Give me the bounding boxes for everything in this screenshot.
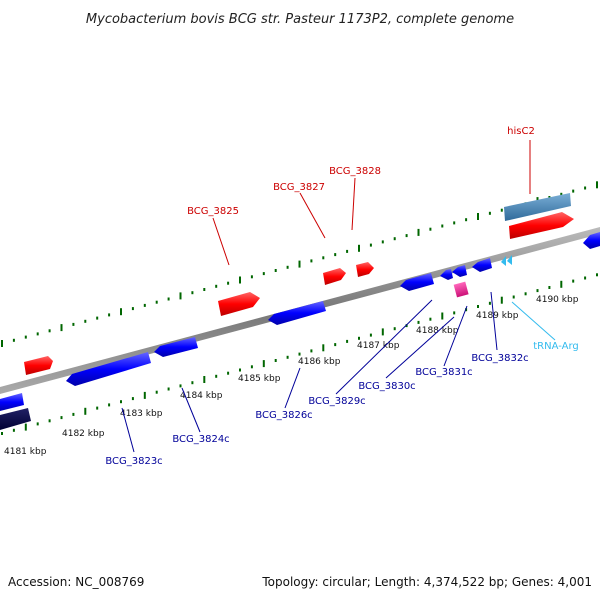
gene-bcg-3832c[interactable] bbox=[472, 258, 492, 272]
tick-label-4188: 4188 kbp bbox=[416, 326, 459, 336]
label-trna-arg: tRNA-Arg bbox=[533, 341, 578, 352]
reverse-tick-track bbox=[1, 273, 598, 435]
leader-bcg-3830c bbox=[385, 316, 455, 379]
label-bcg-3831c: BCG_3831c bbox=[415, 367, 472, 378]
leader-bcg-3829c bbox=[335, 299, 433, 395]
tick-label-4185: 4185 kbp bbox=[238, 374, 281, 384]
leader-bcg-3823c bbox=[121, 407, 135, 453]
tick-labels: 4181 kbp 4182 kbp 4183 kbp 4184 kbp 4185… bbox=[4, 295, 579, 457]
tick-label-4186: 4186 kbp bbox=[298, 357, 341, 367]
gene-forward[interactable] bbox=[24, 356, 53, 375]
gene-red-hisc2[interactable] bbox=[509, 212, 574, 239]
trna-arg-feature-b[interactable] bbox=[507, 255, 512, 265]
gene-reverse-edge[interactable] bbox=[0, 393, 24, 411]
leader-bcg-3826c bbox=[284, 367, 301, 409]
gene-bcg-3826c[interactable] bbox=[268, 301, 326, 325]
map-title: Mycobacterium bovis BCG str. Pasteur 117… bbox=[86, 12, 514, 27]
leader-trna-arg bbox=[511, 301, 556, 341]
label-bcg-3825: BCG_3825 bbox=[187, 206, 239, 217]
label-bcg-3823c: BCG_3823c bbox=[105, 456, 162, 467]
label-bcg-3829c: BCG_3829c bbox=[308, 396, 365, 407]
gene-bcg-3823c[interactable] bbox=[66, 352, 151, 386]
tick-label-4182: 4182 kbp bbox=[62, 429, 105, 439]
gene-hisc2[interactable] bbox=[504, 193, 571, 221]
label-bcg-3824c: BCG_3824c bbox=[172, 434, 229, 445]
tick-label-4181: 4181 kbp bbox=[4, 447, 47, 457]
accession-text: Accession: NC_008769 bbox=[8, 575, 144, 589]
gene-bcg-3828[interactable] bbox=[356, 262, 374, 277]
genome-summary-text: Topology: circular; Length: 4,374,522 bp… bbox=[261, 575, 592, 589]
gene-bcg-3829c[interactable] bbox=[400, 273, 434, 291]
label-hisc2: hisC2 bbox=[507, 126, 535, 137]
gene-bcg-3824c[interactable] bbox=[154, 337, 198, 357]
misc-feature[interactable] bbox=[453, 281, 469, 298]
gene-bcg-3830c[interactable] bbox=[440, 269, 453, 280]
gene-dark-edge[interactable] bbox=[0, 408, 31, 430]
tick-label-4190: 4190 kbp bbox=[536, 295, 579, 305]
gene-bcg-3825[interactable] bbox=[218, 292, 260, 316]
label-bcg-3826c: BCG_3826c bbox=[255, 410, 312, 421]
leader-bcg-3824c bbox=[181, 387, 201, 433]
leader-bcg-3828 bbox=[351, 177, 356, 231]
reverse-genes bbox=[0, 232, 600, 430]
tick-label-4189: 4189 kbp bbox=[476, 311, 519, 321]
label-bcg-3827: BCG_3827 bbox=[273, 182, 325, 193]
leader-bcg-3831c bbox=[443, 305, 468, 367]
gene-reverse-edge-right[interactable] bbox=[583, 232, 600, 249]
gene-labels: hisC2 BCG_3828 BCG_3827 BCG_3825 BCG_382… bbox=[105, 126, 578, 467]
leader-bcg-3832c bbox=[490, 291, 498, 351]
label-bcg-3832c: BCG_3832c bbox=[471, 353, 528, 364]
tick-label-4187: 4187 kbp bbox=[357, 341, 400, 351]
label-bcg-3828: BCG_3828 bbox=[329, 166, 381, 177]
leader-bcg-3825 bbox=[212, 217, 230, 266]
label-bcg-3830c: BCG_3830c bbox=[358, 381, 415, 392]
gene-bcg-3831c[interactable] bbox=[452, 265, 467, 277]
tick-label-4183: 4183 kbp bbox=[120, 409, 163, 419]
forward-genes bbox=[24, 193, 574, 375]
leader-bcg-3827 bbox=[299, 192, 326, 239]
gene-bcg-3827[interactable] bbox=[323, 268, 346, 285]
label-leaders bbox=[121, 140, 556, 453]
tick-label-4184: 4184 kbp bbox=[180, 391, 223, 401]
forward-tick-track bbox=[1, 181, 598, 347]
trna-arg-feature-a[interactable] bbox=[501, 256, 506, 266]
